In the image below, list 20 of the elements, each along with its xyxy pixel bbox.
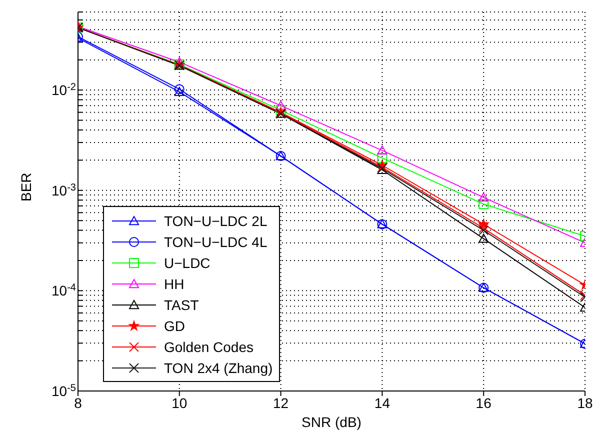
legend-label: HH: [164, 276, 184, 292]
legend-label: GD: [164, 318, 185, 334]
y-axis-title: BER: [18, 172, 34, 202]
legend-label: TON−U−LDC 4L: [164, 234, 268, 250]
legend-label: TAST: [164, 296, 199, 312]
x-axis-title: SNR (dB): [302, 414, 362, 430]
y-tick-label: 10$^{-4}$: [52, 282, 76, 299]
legend-label: U−LDC: [164, 254, 210, 270]
x-tick-label: 18: [577, 394, 593, 411]
x-tick-label: 10: [172, 394, 188, 411]
legend-label: Golden Codes: [164, 338, 254, 354]
x-tick-label: 16: [476, 394, 492, 411]
y-tick-label: 10$^{-2}$: [52, 82, 76, 98]
legend-label: TON−U−LDC 2L: [164, 212, 268, 228]
y-tick-label: 10$^{-3}$: [52, 182, 76, 198]
legend-label: TON 2x4 (Zhang): [164, 360, 273, 376]
x-tick-label: 12: [273, 394, 289, 411]
x-tick-label: 8: [74, 394, 82, 411]
x-tick-label: 14: [374, 394, 390, 411]
y-tick-label: 10$^{-5}$: [52, 382, 76, 399]
